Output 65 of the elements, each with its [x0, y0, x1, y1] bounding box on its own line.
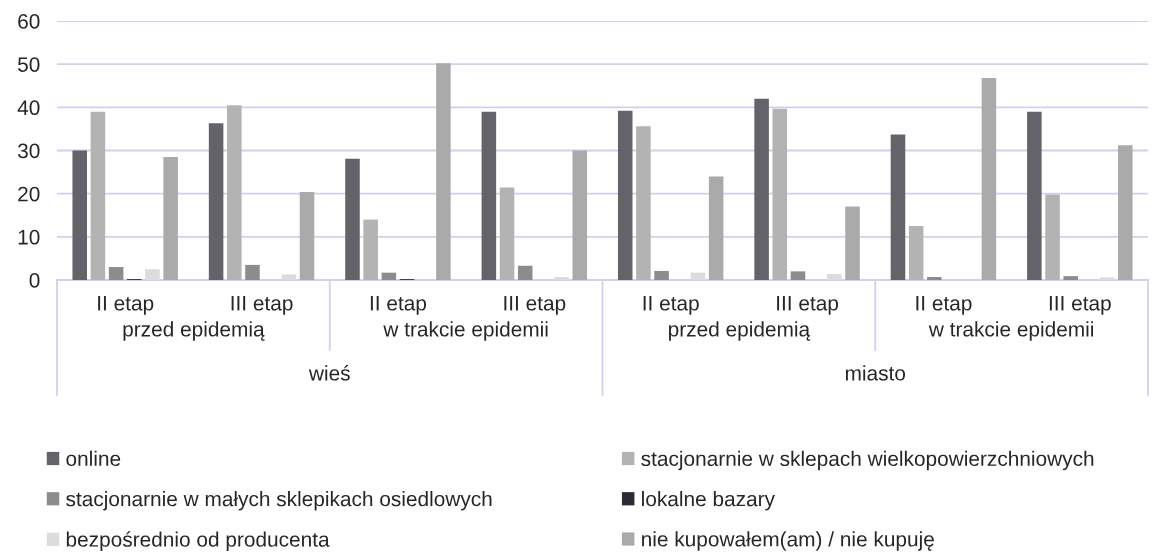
bar: [654, 270, 669, 280]
bar: [908, 226, 924, 280]
bar: [772, 108, 788, 280]
bar: [554, 276, 569, 280]
bar: [572, 150, 588, 280]
text: w trakcie epidemii: [383, 321, 548, 341]
legend-label: stacjonarnie w małych sklepikach osiedlowych: [66, 491, 492, 511]
x-tick-label: II etap: [916, 296, 972, 315]
bar: [436, 63, 451, 280]
bar: [299, 191, 315, 280]
bar: [845, 206, 860, 280]
text: w trakcie epidemii: [928, 321, 1094, 341]
bar: [72, 150, 87, 280]
legend-label: lokalne bazary: [642, 491, 775, 511]
bar: [754, 98, 769, 280]
x-tick-label: III etap: [1049, 296, 1111, 315]
bar: [981, 77, 997, 280]
bar: [227, 105, 242, 280]
bar: [245, 264, 260, 280]
text: przed epidemią: [669, 321, 811, 341]
bar: [363, 219, 378, 280]
bar: [517, 265, 533, 280]
y-tick-label: 20: [18, 186, 40, 202]
y-tick-label: 60: [18, 14, 40, 29]
y-tick-label: 10: [18, 229, 40, 245]
bar: [163, 156, 178, 280]
bar: [1045, 194, 1060, 280]
bar: [1099, 277, 1115, 280]
bar: [108, 267, 124, 280]
bar: [690, 272, 706, 280]
y-tick-label: 40: [17, 100, 40, 116]
bar: [636, 126, 651, 280]
text: przed epidemią: [123, 321, 265, 341]
y-tick-label: 0: [29, 273, 40, 288]
bar: [381, 272, 397, 280]
legend-label: nie kupowałem(am) / nie kupuję: [642, 531, 934, 551]
legend-label: bezpośrednio od producenta: [66, 531, 330, 551]
y-tick-label: 50: [18, 57, 40, 72]
bar: [617, 110, 633, 280]
bar: [790, 271, 806, 280]
y-tick-label: 30: [17, 143, 40, 159]
bar: [708, 176, 724, 280]
bar: [1118, 145, 1133, 280]
bar: [481, 111, 497, 280]
legend-label: online: [66, 450, 121, 467]
x-tick-label: II etap: [643, 296, 699, 315]
x-tick-label: II etap: [98, 296, 154, 315]
bar: [890, 134, 906, 280]
bar: [827, 273, 842, 280]
x-tick-label: II etap: [370, 296, 427, 315]
bar: [1027, 111, 1042, 280]
text: wieś: [308, 365, 350, 381]
bar: [1063, 276, 1078, 280]
x-tick-label: III etap: [504, 296, 566, 315]
bar: [927, 276, 942, 280]
x-tick-label: III etap: [777, 296, 839, 315]
bar: [208, 123, 224, 280]
bar: [345, 158, 360, 280]
bar: [145, 269, 160, 280]
text: miasto: [845, 365, 906, 381]
bar: [281, 274, 297, 280]
legend-label: stacjonarnie w sklepach wielkopowierzchniowych: [641, 450, 1094, 471]
bar: [499, 187, 515, 280]
x-tick-label: III etap: [231, 296, 293, 315]
bar: [90, 111, 106, 280]
